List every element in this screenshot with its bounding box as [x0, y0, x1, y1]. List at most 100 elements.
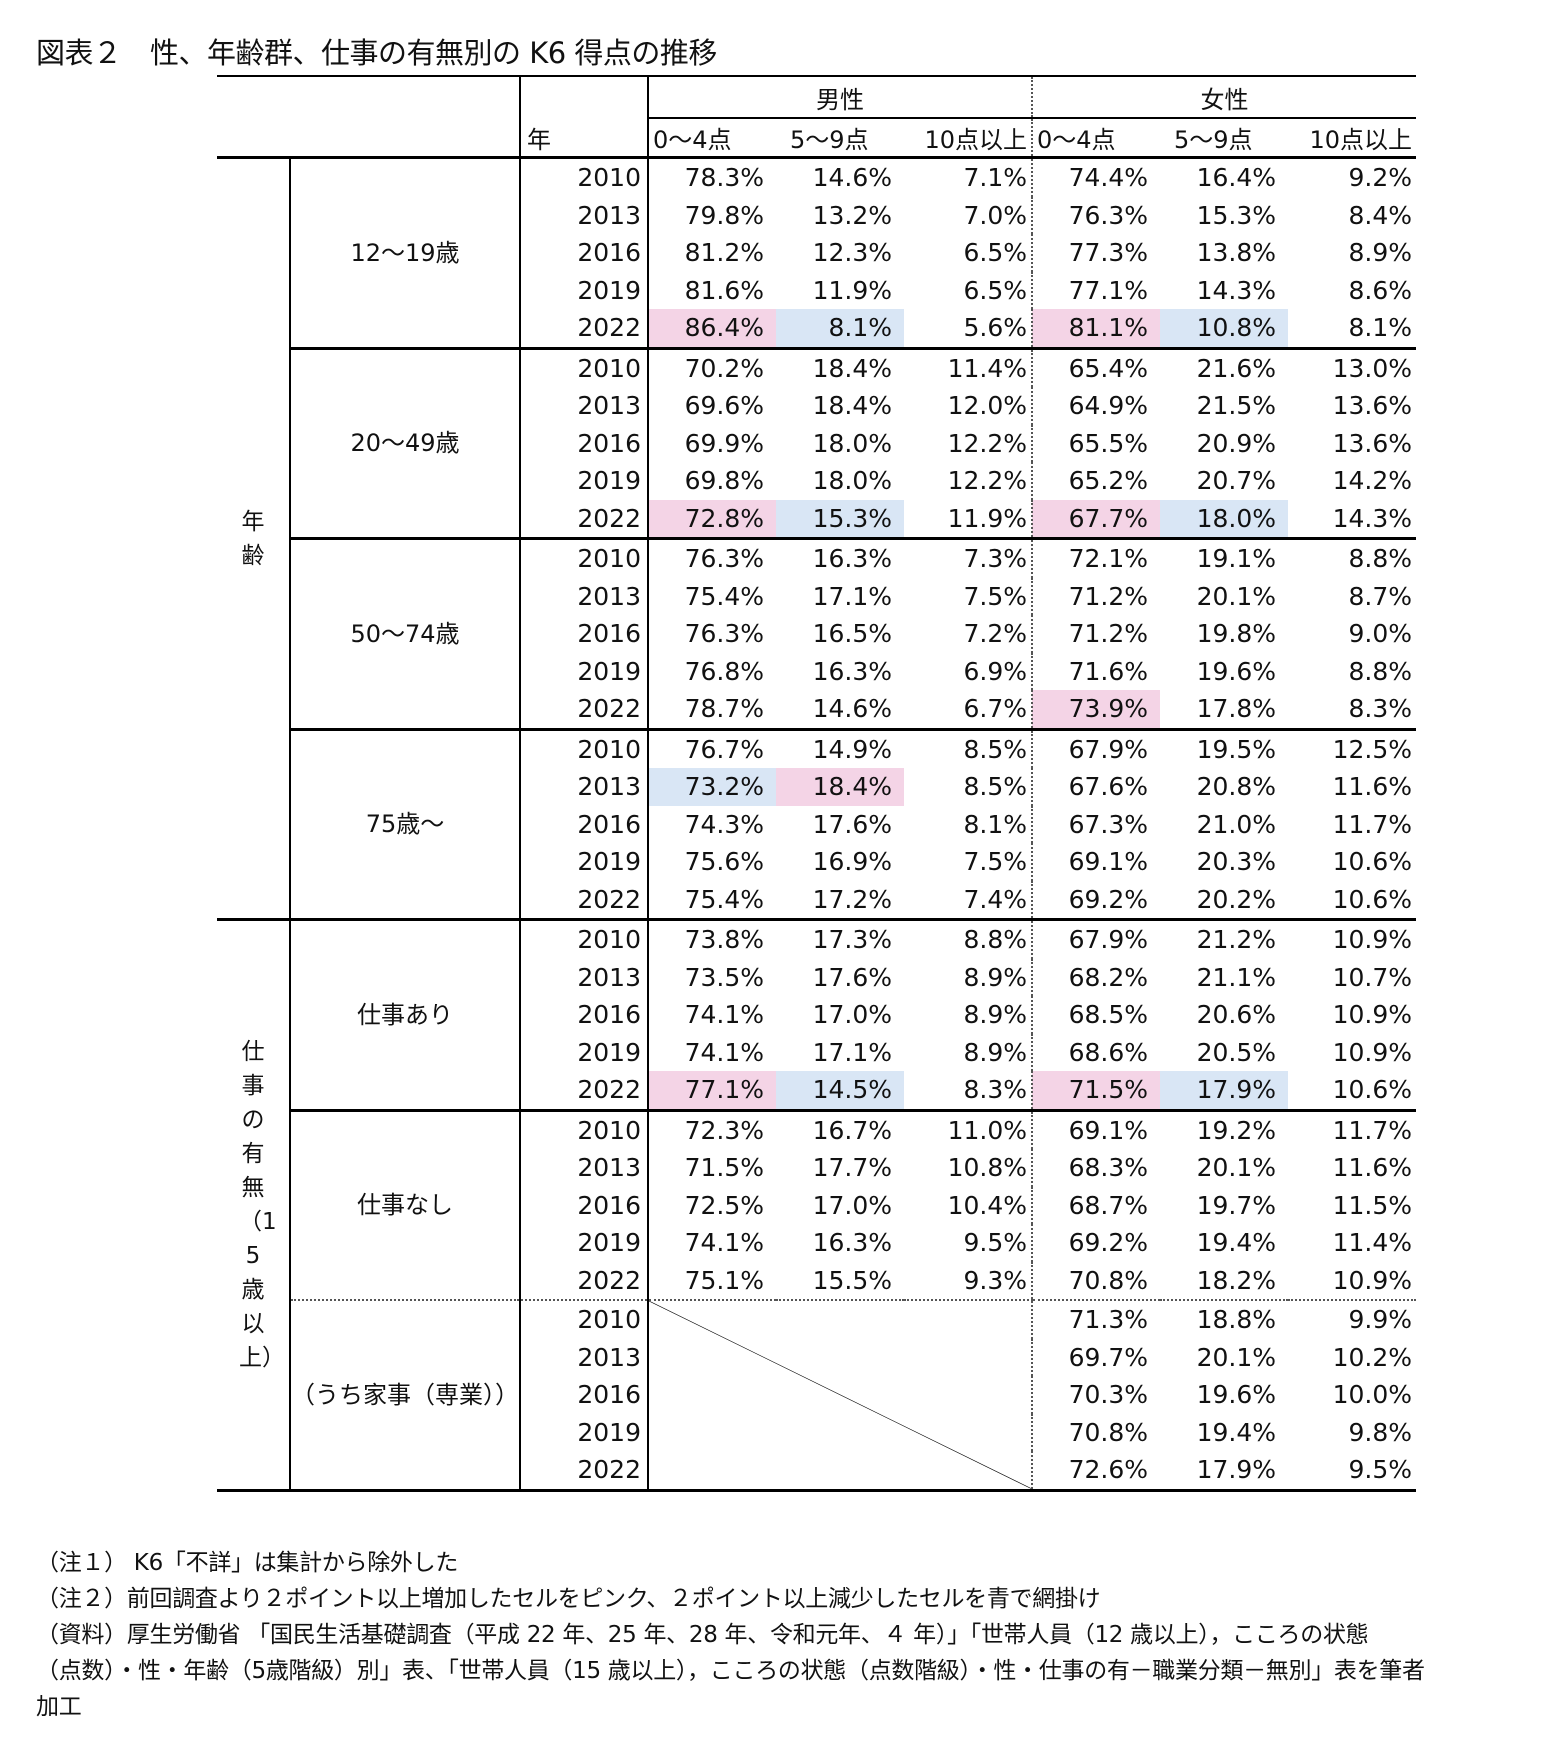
female-value-cell: 64.9%: [1031, 387, 1160, 425]
female-value-cell: 71.5%: [1031, 1071, 1160, 1112]
female-value-cell: 11.7%: [1332, 1115, 1412, 1145]
male-value-cell: 16.3%: [812, 656, 892, 686]
table-row: 2022 72.6% 17.9% 9.5%: [217, 1451, 1416, 1492]
group-label: 仕事あり: [290, 919, 521, 1112]
female-value-cell: 68.7%: [1031, 1186, 1160, 1224]
male-value-cell: 17.1%: [812, 581, 892, 611]
table-row: 2016 74.3% 17.6% 8.1% 67.3% 21.0% 11.7%: [217, 805, 1416, 843]
male-value-cell: 14.6%: [776, 690, 904, 731]
female-value-cell: 10.9%: [1332, 925, 1412, 955]
female-value-cell: 71.6%: [1031, 652, 1160, 690]
female-value-cell: 69.7%: [1031, 1338, 1160, 1376]
female-value-cell: 12.5%: [1332, 734, 1412, 764]
male-value-cell: 81.2%: [684, 238, 764, 268]
male-value-cell: 78.7%: [648, 690, 776, 731]
table-row: 仕事の有無（15歳以上） 仕事あり 2010 73.8% 17.3% 8.8% 67.9% 2…: [217, 919, 1416, 1492]
female-value-cell: 19.6%: [1196, 1380, 1276, 1410]
footnotes: （注１） K6「不詳」は集計から除外した （注２）前回調査より２ポイント以上増加…: [36, 1545, 1546, 1725]
male-value-cell: 12.2%: [947, 466, 1027, 496]
male-col-0-4: 0～4点: [648, 118, 776, 159]
male-value-cell: 73.2%: [648, 768, 776, 806]
male-value-cell: 8.8%: [963, 925, 1027, 955]
year-cell: 2010: [520, 538, 649, 578]
female-value-cell: 67.9%: [1031, 729, 1160, 768]
male-value-cell: 16.3%: [812, 1228, 892, 1258]
table-row: 2013 73.5% 17.6% 8.9% 68.2% 21.1% 10.7%: [217, 958, 1416, 996]
table-row: 2016 69.9% 18.0% 12.2% 65.5% 20.9% 13.6%: [217, 424, 1416, 462]
male-value-cell: 7.2%: [963, 619, 1027, 649]
female-value-cell: 65.4%: [1031, 348, 1160, 387]
female-value-cell: 21.0%: [1196, 809, 1276, 839]
year-cell: 2022: [520, 1451, 649, 1492]
note-2: （注２）前回調査より２ポイント以上増加したセルをピンク、２ポイント以上減少したセ…: [36, 1586, 1101, 1612]
female-value-cell: 11.6%: [1332, 772, 1412, 802]
female-value-cell: 19.2%: [1196, 1115, 1276, 1145]
year-cell: 2010: [520, 1110, 649, 1149]
male-value-cell: 69.6%: [684, 391, 764, 421]
female-value-cell: 71.2%: [1031, 615, 1160, 653]
year-cell: 2019: [520, 462, 649, 500]
male-value-cell: 72.5%: [684, 1190, 764, 1220]
female-value-cell: 20.1%: [1196, 1342, 1276, 1372]
male-value-cell: 78.3%: [684, 163, 764, 193]
female-value-cell: 68.5%: [1031, 996, 1160, 1034]
male-value-cell: 75.6%: [684, 847, 764, 877]
male-value-cell: 17.7%: [812, 1153, 892, 1183]
male-value-cell: 8.1%: [963, 809, 1027, 839]
year-cell: 2022: [520, 1261, 649, 1301]
section-label-cell: 仕事の有無（15歳以上）: [217, 919, 291, 1492]
table-row: 20～49歳 2010 70.2% 18.4% 11.4% 65.4% 21.6% 13.0%: [217, 348, 1416, 540]
female-value-cell: 8.8%: [1348, 656, 1412, 686]
male-value-cell: 16.5%: [812, 619, 892, 649]
female-value-cell: 69.2%: [1031, 1224, 1160, 1262]
male-value-cell: 7.5%: [963, 581, 1027, 611]
male-value-cell: 75.1%: [648, 1261, 776, 1301]
male-value-cell: 17.1%: [812, 1037, 892, 1067]
table-row: 2016 76.3% 16.5% 7.2% 71.2% 19.8% 9.0%: [217, 615, 1416, 653]
male-value-cell: 76.7%: [684, 734, 764, 764]
female-value-cell: 10.8%: [1160, 309, 1288, 350]
female-value-cell: 10.6%: [1288, 1071, 1416, 1112]
male-value-cell: 17.3%: [812, 925, 892, 955]
blank-header-cell: [217, 118, 520, 159]
female-value-cell: 19.4%: [1196, 1228, 1276, 1258]
female-value-cell: 71.2%: [1031, 577, 1160, 615]
male-value-cell: 10.8%: [947, 1153, 1027, 1183]
male-value-cell: 8.5%: [963, 772, 1027, 802]
female-value-cell: 9.5%: [1288, 1451, 1416, 1492]
table-row: 年齢 12～19歳 2010 78.3% 14.6% 7.1% 74.4% 16.4% 9.2%: [217, 157, 1416, 921]
year-cell: 2022: [520, 309, 649, 350]
male-value-cell: 17.6%: [812, 962, 892, 992]
male-value-cell: 18.4%: [812, 391, 892, 421]
year-cell: 2016: [520, 234, 649, 272]
female-value-cell: 8.7%: [1348, 581, 1412, 611]
male-value-cell: 18.4%: [812, 353, 892, 383]
female-value-cell: 13.6%: [1332, 391, 1412, 421]
male-header: 男性: [648, 75, 1032, 119]
female-value-cell: 20.5%: [1196, 1037, 1276, 1067]
group-label: 仕事なし: [290, 1110, 521, 1301]
male-value-cell: 76.8%: [684, 656, 764, 686]
female-value-cell: 18.0%: [1160, 499, 1288, 540]
table-row: 2013 75.4% 17.1% 7.5% 71.2% 20.1% 8.7%: [217, 577, 1416, 615]
year-cell: 2019: [520, 652, 649, 690]
female-value-cell: 9.2%: [1348, 163, 1412, 193]
year-cell: 2019: [520, 1413, 649, 1451]
table-row: 2022 75.4% 17.2% 7.4% 69.2% 20.2% 10.6%: [217, 880, 1416, 921]
female-header: 女性: [1031, 75, 1416, 119]
female-value-cell: 8.8%: [1348, 544, 1412, 574]
year-cell: 2022: [520, 1071, 649, 1112]
male-value-cell: 73.8%: [684, 925, 764, 955]
female-value-cell: 20.7%: [1196, 466, 1276, 496]
female-value-cell: 67.7%: [1031, 499, 1160, 540]
female-value-cell: 10.2%: [1332, 1342, 1412, 1372]
female-value-cell: 10.6%: [1288, 880, 1416, 921]
male-value-cell: 7.5%: [963, 847, 1027, 877]
female-value-cell: 67.6%: [1031, 768, 1160, 806]
year-header-spacer: [519, 75, 649, 118]
table-row: 2019 74.1% 16.3% 9.5% 69.2% 19.4% 11.4%: [217, 1224, 1416, 1262]
female-value-cell: 8.1%: [1288, 309, 1416, 350]
female-value-cell: 10.0%: [1332, 1380, 1412, 1410]
male-value-cell: 7.0%: [963, 200, 1027, 230]
year-cell: 2022: [520, 690, 649, 731]
